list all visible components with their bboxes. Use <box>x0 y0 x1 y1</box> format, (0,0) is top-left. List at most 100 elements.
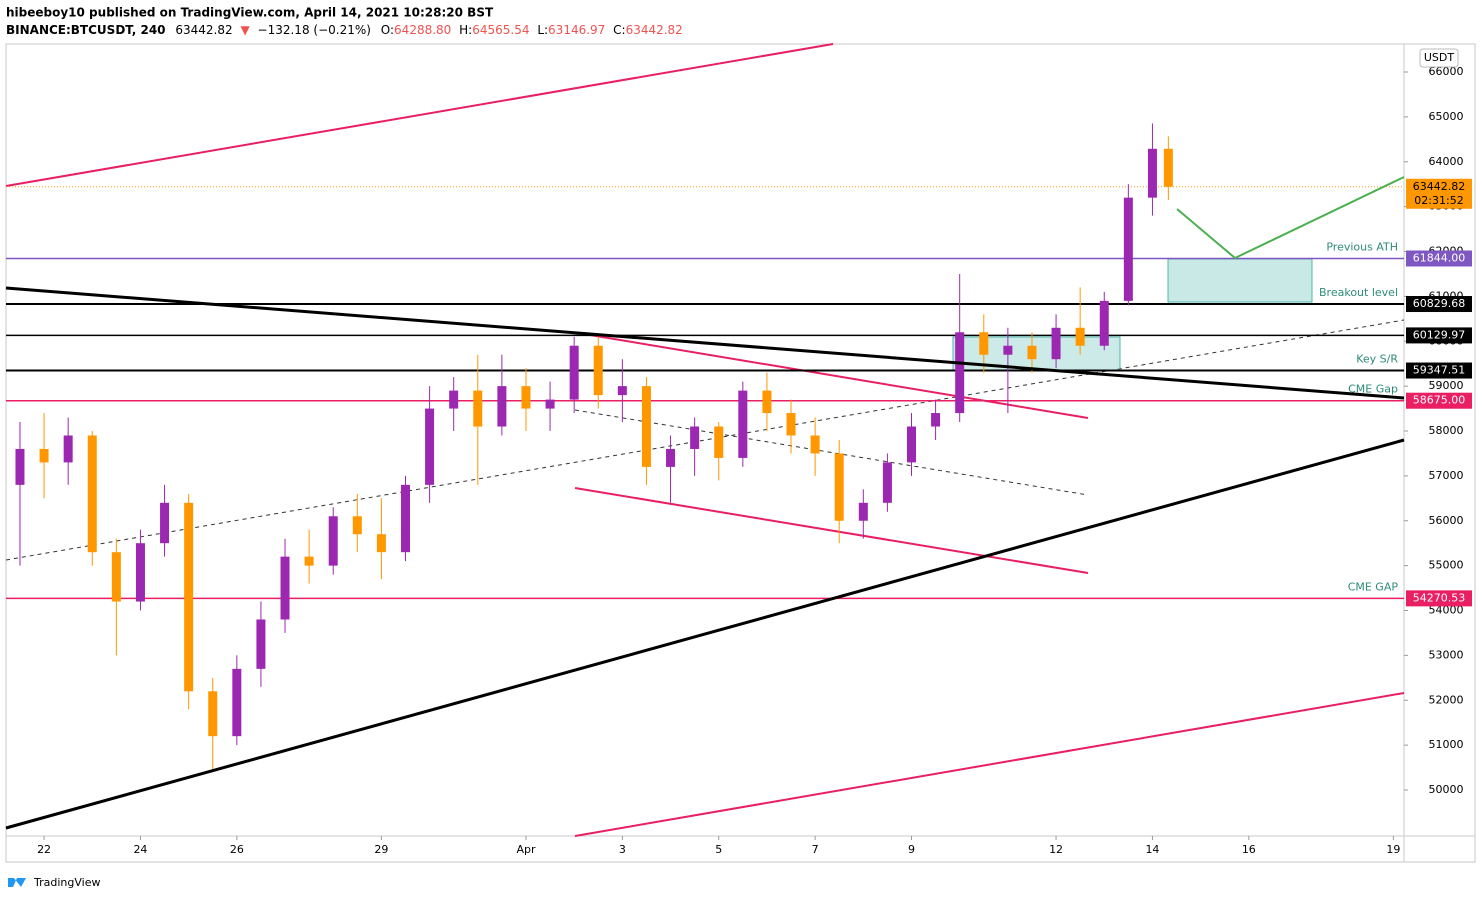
candle-body <box>906 426 916 463</box>
price-badge <box>1406 296 1472 313</box>
candle-body <box>521 386 531 409</box>
candle-body <box>569 345 579 400</box>
candle-body <box>352 516 362 535</box>
o-label: O: <box>381 23 394 37</box>
trend-line <box>5 438 1405 830</box>
candle-body <box>931 413 941 427</box>
x-tick-label: Apr <box>516 843 536 856</box>
y-tick-label: 65000 <box>1429 110 1464 123</box>
x-tick-label: 26 <box>230 843 244 856</box>
candle-body <box>256 619 266 669</box>
price-badge <box>1406 590 1472 607</box>
candle-body <box>111 552 121 602</box>
level-label: 58675.00 <box>1413 394 1466 407</box>
y-tick-label: 66000 <box>1429 65 1464 78</box>
trend-line <box>574 692 1405 837</box>
level-name: Breakout level <box>1319 286 1398 299</box>
candle-body <box>979 332 989 355</box>
price: 63442.82 <box>175 23 232 37</box>
y-tick-label: 57000 <box>1429 469 1464 482</box>
candle-body <box>882 462 892 503</box>
l-label: L: <box>537 23 548 37</box>
candle-body <box>280 556 290 620</box>
candle-body <box>786 413 796 436</box>
price-badge <box>1406 362 1472 379</box>
last-badge <box>1406 178 1472 209</box>
countdown: 02:31:52 <box>1414 194 1463 207</box>
dashed-line <box>5 319 1405 561</box>
x-tick-label: 7 <box>812 843 819 856</box>
c-label: C: <box>613 23 625 37</box>
arrow: ▼ <box>240 23 250 37</box>
candle-body <box>497 386 507 427</box>
y-tick-label: 59000 <box>1429 379 1464 392</box>
candle-body <box>955 332 965 414</box>
candle-body <box>641 386 651 467</box>
candle-body <box>762 390 772 414</box>
candle-body <box>1003 345 1013 355</box>
change: −132.18 (−0.21%) <box>258 23 371 37</box>
y-tick-label: 64000 <box>1429 155 1464 168</box>
candle-body <box>690 426 700 449</box>
candle-body <box>473 390 483 427</box>
h-label: H: <box>459 23 472 37</box>
candle-body <box>160 502 170 544</box>
candle-body <box>425 408 435 485</box>
publisher: hibeeboy10 published on TradingView.com,… <box>6 6 494 20</box>
x-tick-label: 16 <box>1242 843 1256 856</box>
candle-body <box>232 668 242 737</box>
candle-body <box>810 435 820 454</box>
candle-body <box>135 543 145 602</box>
candle-body <box>449 390 459 409</box>
candle-body <box>545 399 555 409</box>
x-tick-label: 5 <box>715 843 722 856</box>
candle-body <box>400 484 410 553</box>
last-label: 63442.82 <box>1413 180 1466 193</box>
candle-body <box>1123 197 1133 301</box>
channel-line <box>574 487 1089 574</box>
candle-body <box>714 426 724 458</box>
x-tick-label: 9 <box>908 843 915 856</box>
symbol-line: BINANCE:BTCUSDT, 240 63442.82 ▼ −132.18 … <box>6 23 683 37</box>
brand: TradingView <box>33 876 100 889</box>
candle-body <box>1027 345 1037 360</box>
level-name: CME GAP <box>1348 580 1399 593</box>
trend-line <box>5 43 834 187</box>
y-tick-label: 55000 <box>1429 559 1464 572</box>
candle-body <box>858 502 868 521</box>
candle-body <box>617 386 627 396</box>
candle-body <box>87 435 97 553</box>
currency-box <box>1419 48 1459 68</box>
target-box <box>1167 258 1313 303</box>
x-tick-label: 24 <box>133 843 147 856</box>
x-tick-label: 29 <box>374 843 388 856</box>
y-tick-label: 53000 <box>1429 648 1464 661</box>
trend-line <box>5 286 1405 400</box>
candle-body <box>304 556 314 566</box>
price-badge <box>1406 392 1472 409</box>
y-tick-label: 52000 <box>1429 693 1464 706</box>
level-name: CME Gap <box>1348 383 1398 396</box>
x-tick-label: 12 <box>1049 843 1063 856</box>
level-label: 61844.00 <box>1413 252 1466 265</box>
candle-body <box>376 534 386 553</box>
overlay <box>5 176 1405 830</box>
dashed-line <box>574 409 1089 496</box>
candle-body <box>63 435 73 463</box>
y-tick-label: 50000 <box>1429 783 1464 796</box>
level-name: Key S/R <box>1356 353 1398 366</box>
y-tick-label: 51000 <box>1429 738 1464 751</box>
price-badge <box>1406 250 1472 267</box>
candle-body <box>1099 300 1109 346</box>
candle-body <box>666 448 676 467</box>
candle-body <box>15 448 25 485</box>
h: 64565.54 <box>472 23 529 37</box>
candle-body <box>1051 327 1061 360</box>
x-tick-label: 3 <box>619 843 626 856</box>
candle-body <box>1075 327 1085 346</box>
projection <box>1176 176 1405 260</box>
level-label: 59347.51 <box>1413 364 1466 377</box>
l: 63146.97 <box>548 23 605 37</box>
channel-line <box>589 334 1089 419</box>
x-tick-label: 22 <box>37 843 51 856</box>
